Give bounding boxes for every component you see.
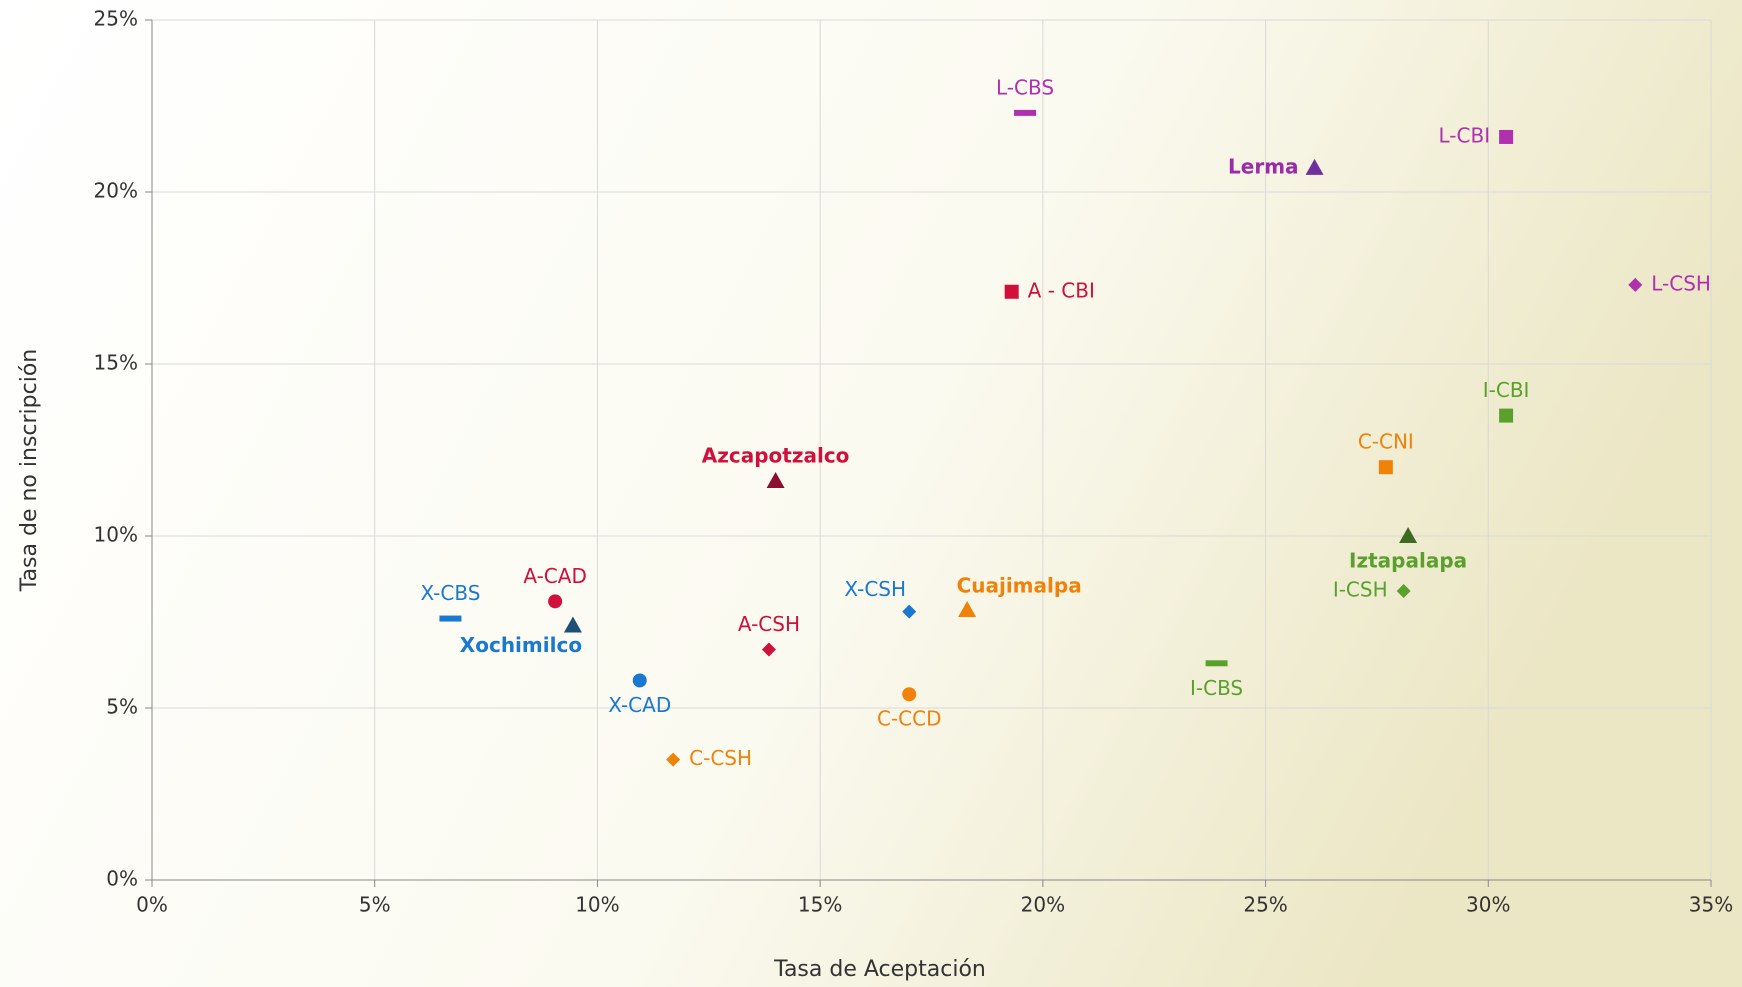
point: [1628, 277, 1643, 292]
point: [1014, 109, 1037, 116]
point: [1378, 460, 1393, 475]
point-label: Iztapalapa: [1349, 549, 1467, 573]
point: [1205, 660, 1228, 667]
point-label: L-CBI: [1439, 123, 1491, 147]
point-label: X-CAD: [608, 693, 671, 717]
point: [766, 471, 785, 488]
x-tick-label: 20%: [1021, 893, 1065, 917]
point-label: Lerma: [1228, 154, 1299, 178]
y-tick-label: 0%: [106, 867, 138, 891]
point-label: A-CAD: [523, 564, 587, 588]
point-label: I-CBS: [1190, 676, 1243, 700]
point: [902, 687, 917, 702]
point-label: L-CBS: [996, 75, 1054, 99]
point-label: C-CSH: [689, 746, 752, 770]
point-label: C-CCD: [877, 707, 942, 731]
point-label: X-CSH: [844, 577, 906, 601]
point-label: Azcapotzalco: [702, 443, 850, 467]
point: [1305, 158, 1324, 175]
point: [902, 604, 917, 619]
point-label: A - CBI: [1028, 278, 1095, 302]
y-tick-label: 25%: [94, 7, 138, 31]
point-label: L-CSH: [1651, 271, 1711, 295]
point: [666, 752, 681, 767]
point-label: Xochimilco: [460, 633, 582, 657]
point: [761, 642, 776, 657]
x-tick-label: 25%: [1243, 893, 1287, 917]
y-tick-label: 5%: [106, 695, 138, 719]
point: [439, 615, 462, 622]
point-label: I-CBI: [1483, 378, 1530, 402]
x-axis-label: Tasa de Aceptación: [773, 957, 986, 982]
point: [548, 594, 563, 609]
point: [1499, 408, 1514, 423]
point: [1399, 527, 1418, 543]
point: [1396, 584, 1411, 599]
y-tick-label: 15%: [94, 351, 138, 375]
y-tick-label: 10%: [94, 523, 138, 547]
point-label: I-CSH: [1333, 578, 1388, 602]
point: [1004, 284, 1019, 299]
point-label: A-CSH: [738, 612, 800, 636]
x-tick-label: 30%: [1466, 893, 1510, 917]
point: [958, 600, 977, 617]
y-tick-label: 20%: [94, 179, 138, 203]
x-tick-label: 5%: [359, 893, 391, 917]
point: [1499, 129, 1514, 144]
x-tick-label: 0%: [136, 893, 168, 917]
point-label: C-CNI: [1358, 430, 1414, 454]
point-label: Cuajimalpa: [957, 573, 1082, 597]
point: [632, 673, 647, 688]
y-axis-label: Tasa de no inscripción: [17, 349, 42, 592]
point: [563, 616, 582, 633]
x-tick-label: 35%: [1689, 893, 1733, 917]
x-tick-label: 10%: [575, 893, 619, 917]
x-tick-label: 15%: [798, 893, 842, 917]
point-label: X-CBS: [420, 581, 480, 605]
